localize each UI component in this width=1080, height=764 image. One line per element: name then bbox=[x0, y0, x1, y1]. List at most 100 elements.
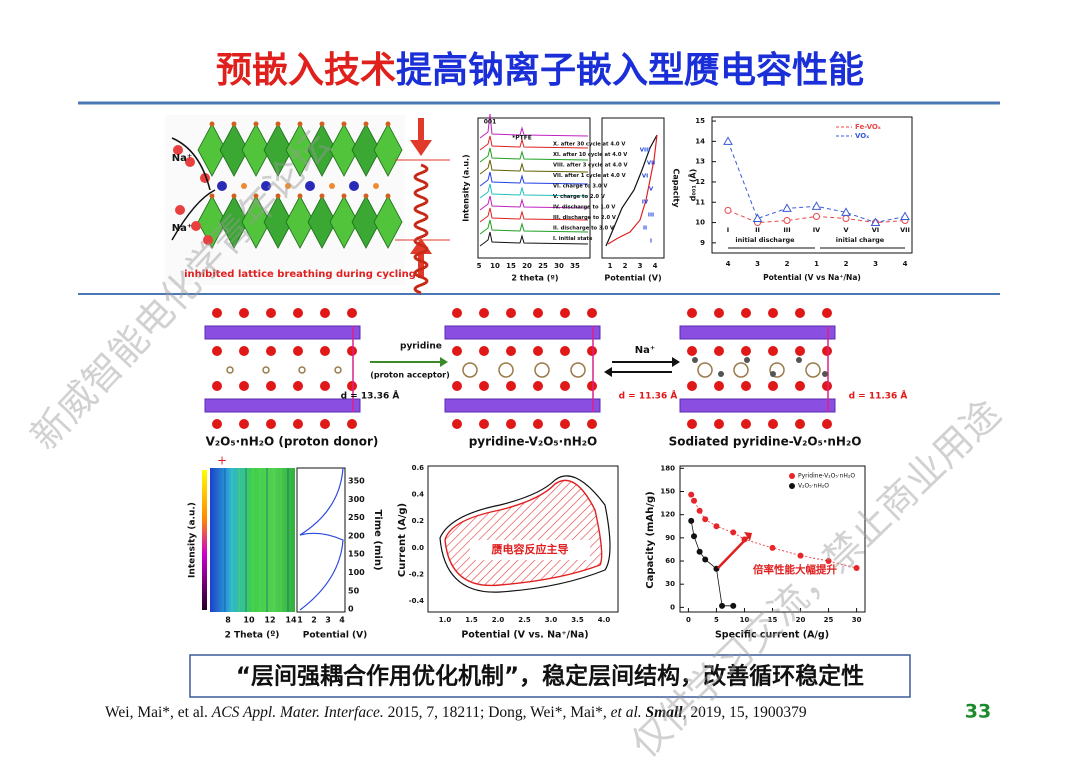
label: VIII. after 3 cycle at 4.0 V bbox=[553, 163, 628, 169]
octahedron bbox=[263, 195, 293, 249]
label: 1.5 bbox=[465, 616, 478, 624]
label: Pyridine-V₂O₅·nH₂O bbox=[798, 473, 855, 480]
xrd-curve bbox=[479, 135, 589, 151]
octahedron bbox=[219, 123, 249, 177]
label: V. charge to 2.0 V bbox=[553, 194, 605, 200]
ref-part: et al. bbox=[611, 704, 642, 721]
atom bbox=[385, 193, 391, 199]
ref-part: 2015, 7, 18211; Dong, Wei*, Mai*, bbox=[384, 704, 611, 721]
label: II. discharge to 3.0 V bbox=[553, 226, 614, 232]
label: 3.5 bbox=[571, 616, 584, 624]
ion bbox=[203, 235, 213, 245]
xrd-curve bbox=[479, 207, 589, 223]
label: *PTFE bbox=[512, 135, 532, 142]
oxygen bbox=[587, 419, 597, 429]
atom bbox=[363, 193, 369, 199]
oxygen bbox=[533, 346, 543, 356]
oxygen bbox=[768, 381, 778, 391]
label: 3 bbox=[325, 616, 331, 625]
oxygen bbox=[506, 346, 516, 356]
label: 15 bbox=[506, 262, 516, 270]
label: 0 bbox=[348, 605, 354, 614]
oxygen bbox=[560, 308, 570, 318]
na bbox=[770, 371, 776, 377]
label: 3 bbox=[755, 260, 760, 268]
shape bbox=[413, 163, 429, 295]
point bbox=[752, 213, 763, 222]
label: 4.0 bbox=[598, 616, 611, 624]
label: Na⁺ bbox=[172, 223, 192, 234]
axes bbox=[427, 465, 619, 613]
oxygen bbox=[822, 381, 832, 391]
label: -0.4 bbox=[409, 597, 424, 605]
ion bbox=[173, 145, 183, 155]
marker: + bbox=[217, 454, 227, 468]
oxygen bbox=[687, 308, 697, 318]
series-line bbox=[727, 141, 906, 224]
shape bbox=[171, 189, 216, 241]
label: 1 bbox=[297, 616, 303, 625]
label: Capacity bbox=[672, 169, 681, 209]
label: 0.2 bbox=[412, 517, 425, 525]
ref-part: Wei, Mai*, et al. bbox=[105, 704, 212, 721]
label: 2 bbox=[844, 260, 849, 268]
oxygen bbox=[266, 308, 276, 318]
label: 1.0 bbox=[439, 616, 452, 624]
sodium bbox=[261, 181, 271, 191]
oxygen bbox=[320, 346, 330, 356]
oxygen bbox=[741, 419, 751, 429]
guest bbox=[334, 366, 342, 374]
label: Na⁺ bbox=[635, 345, 655, 356]
ref-part: , 2019, 15, 1900379 bbox=[683, 704, 807, 721]
oxygen bbox=[587, 381, 597, 391]
sodium bbox=[349, 181, 359, 191]
label: pyridine-V₂O₅·nH₂O bbox=[469, 435, 598, 449]
label: 150 bbox=[348, 550, 365, 559]
oxygen bbox=[741, 346, 751, 356]
label: 2 Theta (º) bbox=[225, 631, 280, 641]
atom bbox=[253, 121, 259, 127]
oxygen bbox=[212, 346, 222, 356]
label: 5 bbox=[477, 262, 482, 270]
xrd-curve bbox=[479, 171, 589, 187]
label: III. discharge to 2.0 V bbox=[553, 215, 616, 221]
legend-marker bbox=[789, 483, 795, 489]
octahedron bbox=[263, 123, 293, 177]
label: 1 bbox=[814, 260, 819, 268]
label: 1 bbox=[608, 262, 613, 270]
label: 8 bbox=[225, 616, 231, 625]
label: 180 bbox=[660, 464, 675, 472]
label: d = 11.36 Å bbox=[849, 391, 908, 402]
oxygen bbox=[452, 419, 462, 429]
label: 13 bbox=[695, 158, 705, 166]
label: 2 bbox=[311, 616, 317, 625]
label: 9 bbox=[700, 239, 705, 247]
octahedron bbox=[285, 123, 315, 177]
label: VI bbox=[642, 174, 648, 180]
octahedron bbox=[351, 123, 381, 177]
point bbox=[719, 602, 726, 609]
legend-marker bbox=[789, 473, 795, 479]
label: 4 bbox=[653, 262, 658, 270]
octahedron bbox=[329, 123, 359, 177]
arrow bbox=[418, 252, 424, 278]
label: 4 bbox=[903, 260, 908, 268]
guest bbox=[298, 366, 306, 374]
oxygen bbox=[533, 381, 543, 391]
xrd-curve bbox=[479, 113, 589, 139]
oxygen bbox=[347, 419, 357, 429]
label: I. initial state bbox=[553, 236, 593, 242]
octahedron bbox=[197, 123, 227, 177]
na bbox=[692, 357, 698, 363]
oxygen bbox=[212, 381, 222, 391]
atom bbox=[209, 193, 215, 199]
arrow bbox=[672, 357, 680, 367]
oxygen bbox=[687, 346, 697, 356]
oxygen bbox=[506, 381, 516, 391]
xrd-curve bbox=[479, 219, 589, 235]
oxygen bbox=[266, 419, 276, 429]
label: 150 bbox=[660, 487, 675, 495]
oxygen bbox=[687, 381, 697, 391]
sodium bbox=[305, 181, 315, 191]
label: 2.5 bbox=[518, 616, 531, 624]
